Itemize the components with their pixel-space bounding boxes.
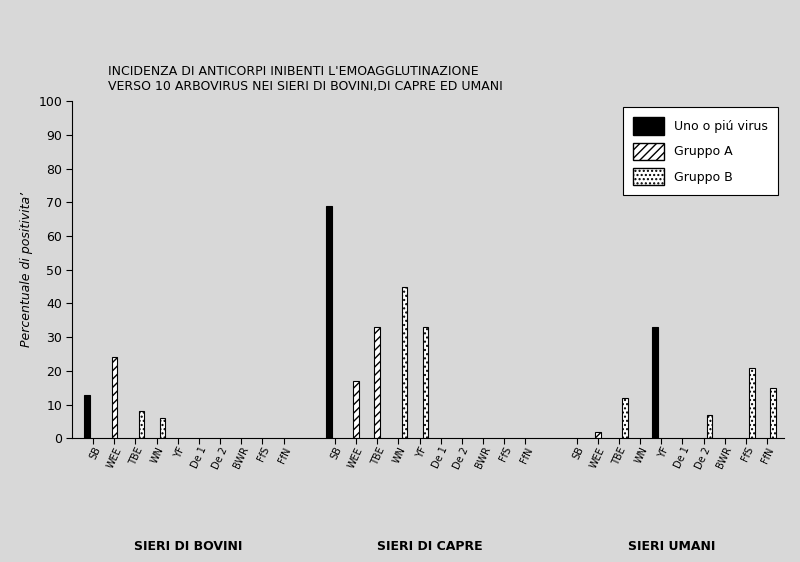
Text: INCIDENZA DI ANTICORPI INIBENTI L'EMOAGGLUTINAZIONE
VERSO 10 ARBOVIRUS NEI SIERI: INCIDENZA DI ANTICORPI INIBENTI L'EMOAGG… [107, 65, 502, 93]
Text: SIERI DI CAPRE: SIERI DI CAPRE [378, 540, 483, 552]
Bar [622, 398, 628, 438]
Bar [84, 395, 90, 438]
Bar [402, 287, 407, 438]
Bar [653, 327, 658, 438]
Legend: Uno o piú virus, Gruppo A, Gruppo B: Uno o piú virus, Gruppo A, Gruppo B [622, 107, 778, 196]
Y-axis label: Percentuale di positivita’: Percentuale di positivita’ [20, 192, 33, 347]
Bar [326, 206, 332, 438]
Bar [749, 368, 754, 438]
Text: SIERI UMANI: SIERI UMANI [628, 540, 715, 552]
Bar [138, 411, 144, 438]
Bar [160, 418, 166, 438]
Bar [707, 415, 713, 438]
Bar [595, 432, 601, 438]
Bar [423, 327, 428, 438]
Bar [111, 357, 117, 438]
Bar [374, 327, 380, 438]
Bar [354, 381, 359, 438]
Text: SIERI DI BOVINI: SIERI DI BOVINI [134, 540, 242, 552]
Bar [770, 388, 776, 438]
